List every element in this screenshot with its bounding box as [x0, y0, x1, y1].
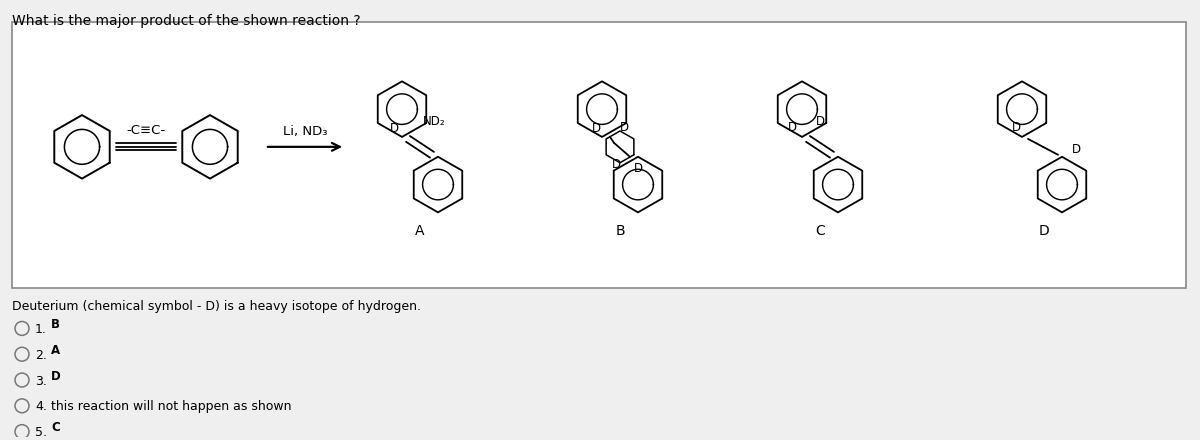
Text: D: D: [50, 370, 61, 382]
Text: C: C: [50, 421, 60, 434]
Text: D: D: [634, 162, 642, 175]
Text: B: B: [50, 318, 60, 331]
Text: D: D: [1072, 143, 1080, 156]
Text: 1.: 1.: [35, 323, 47, 336]
Text: C: C: [815, 224, 824, 238]
Text: B: B: [616, 224, 625, 238]
Text: D: D: [787, 121, 797, 133]
Text: A: A: [415, 224, 425, 238]
Text: -C≡C-: -C≡C-: [126, 125, 166, 137]
Text: 3.: 3.: [35, 374, 47, 388]
Text: 4.: 4.: [35, 400, 47, 413]
Text: ND₂: ND₂: [422, 114, 445, 128]
Text: D: D: [816, 114, 824, 128]
Text: 2.: 2.: [35, 349, 47, 362]
Text: D: D: [592, 122, 600, 136]
Text: Li, ND₃: Li, ND₃: [283, 125, 328, 139]
Text: D: D: [619, 121, 629, 133]
Text: A: A: [50, 344, 60, 357]
Text: D: D: [1012, 121, 1020, 133]
Text: D: D: [1039, 224, 1049, 238]
Text: D: D: [390, 122, 398, 136]
Text: D: D: [612, 158, 620, 171]
Text: What is the major product of the shown reaction ?: What is the major product of the shown r…: [12, 14, 361, 28]
FancyBboxPatch shape: [12, 22, 1186, 288]
Text: this reaction will not happen as shown: this reaction will not happen as shown: [50, 400, 292, 413]
Text: 5.: 5.: [35, 426, 47, 439]
Text: Deuterium (chemical symbol - D) is a heavy isotope of hydrogen.: Deuterium (chemical symbol - D) is a hea…: [12, 300, 421, 313]
